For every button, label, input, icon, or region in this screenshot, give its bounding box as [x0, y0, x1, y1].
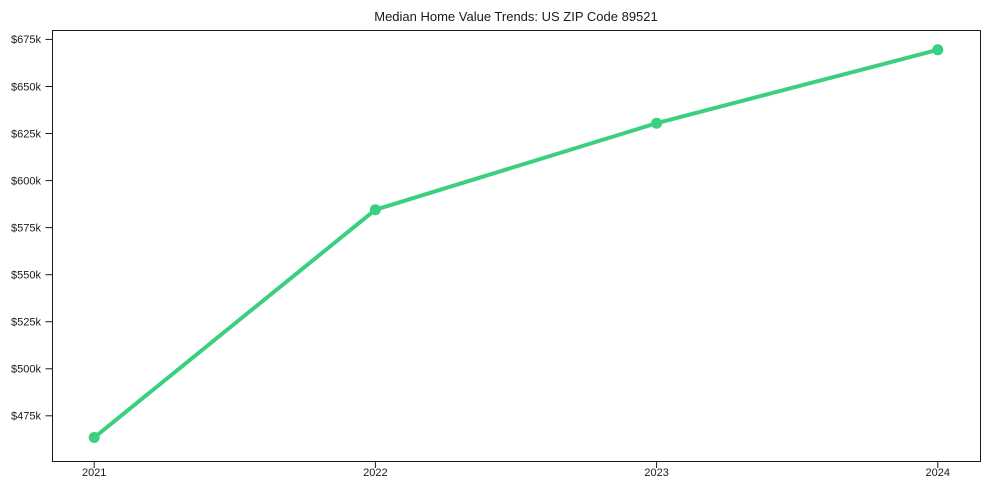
plot-area: $475k $500k $525k $550k $575k $600k $625k $650k… — [11, 30, 981, 479]
y-tick-label: $550k — [11, 270, 41, 282]
y-tick-label: $525k — [11, 317, 41, 329]
plot-border — [52, 30, 981, 462]
data-point-marker-2022 — [369, 204, 381, 216]
trend-line — [92, 47, 940, 440]
y-tick-label: $575k — [11, 222, 41, 234]
x-tick-label: 2023 — [644, 467, 668, 479]
chart-title: Median Home Value Trends: US ZIP Code 89… — [374, 9, 658, 24]
x-tick-label: 2024 — [926, 467, 950, 479]
x-tick-label: 2021 — [82, 467, 106, 479]
data-point-marker-2024 — [932, 44, 944, 56]
data-point-marker-2021 — [88, 432, 100, 443]
y-tick-label: $500k — [11, 364, 41, 376]
y-tick-label: $650k — [11, 81, 41, 93]
y-tick-label: $675k — [11, 34, 41, 46]
y-tick-label: $625k — [11, 128, 41, 140]
x-tick-label: 2022 — [363, 467, 387, 479]
y-tick-label: $475k — [11, 411, 41, 423]
y-axis: $475k $500k $525k $550k $575k $600k $625k $650k… — [11, 34, 53, 423]
y-tick-label: $600k — [11, 175, 41, 187]
data-point-marker-2023 — [651, 117, 663, 129]
x-axis: 2021 2022 2023 2024 — [82, 461, 950, 479]
